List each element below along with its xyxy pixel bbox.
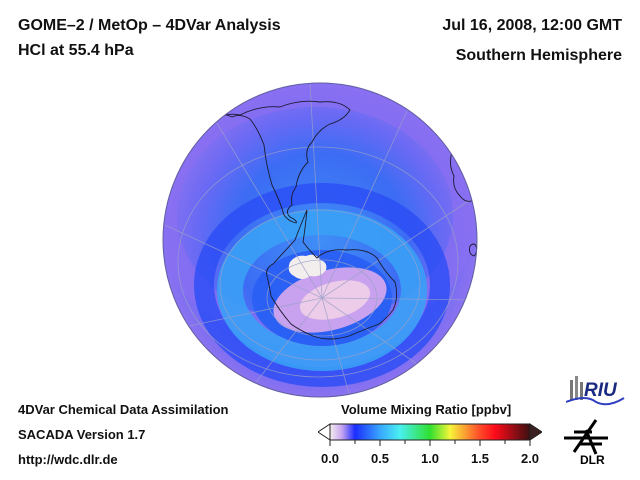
riu-logo: RIU xyxy=(566,376,625,406)
cyan-collar xyxy=(217,209,427,371)
missing-data-patch xyxy=(288,254,327,279)
colorbar-tick-label: 1.0 xyxy=(420,451,440,466)
footer-url[interactable]: http://wdc.dlr.de xyxy=(18,452,118,467)
dlr-logo: DLR xyxy=(564,419,608,466)
dlr-text: DLR xyxy=(580,453,605,466)
south-america-coast xyxy=(214,100,351,224)
colorbar-ramp xyxy=(329,423,531,441)
map-subtitle: HCl at 55.4 hPa xyxy=(18,42,134,59)
riu-wave-icon xyxy=(566,397,625,406)
colorbar-tick-label: 0.5 xyxy=(370,451,390,466)
colorbar-under-arrow xyxy=(318,423,331,441)
map-title: GOME–2 / MetOp – 4DVar Analysis xyxy=(18,17,281,34)
date-label: Jul 16, 2008, 12:00 GMT xyxy=(442,17,622,34)
riu-text: RIU xyxy=(584,380,618,401)
hemisphere-label: Southern Hemisphere xyxy=(455,47,622,64)
footer-line-1: 4DVar Chemical Data Assimilation xyxy=(18,402,229,417)
colorbar-over-arrow xyxy=(529,423,542,441)
colorbar-tick-label: 1.5 xyxy=(470,451,490,466)
riu-tower-icon xyxy=(570,380,573,400)
footer-line-2: SACADA Version 1.7 xyxy=(18,427,146,442)
field-layer xyxy=(163,83,477,397)
globe-outline xyxy=(162,82,478,398)
colorbar-tick-label: 0.0 xyxy=(320,451,340,466)
dlr-emblem-icon xyxy=(564,419,608,455)
graticule xyxy=(164,83,477,397)
colorbar xyxy=(318,423,542,446)
antarctica-coast xyxy=(266,209,398,340)
colorbar-title: Volume Mixing Ratio [ppbv] xyxy=(341,402,512,417)
colorbar-tick-label: 2.0 xyxy=(520,451,540,466)
